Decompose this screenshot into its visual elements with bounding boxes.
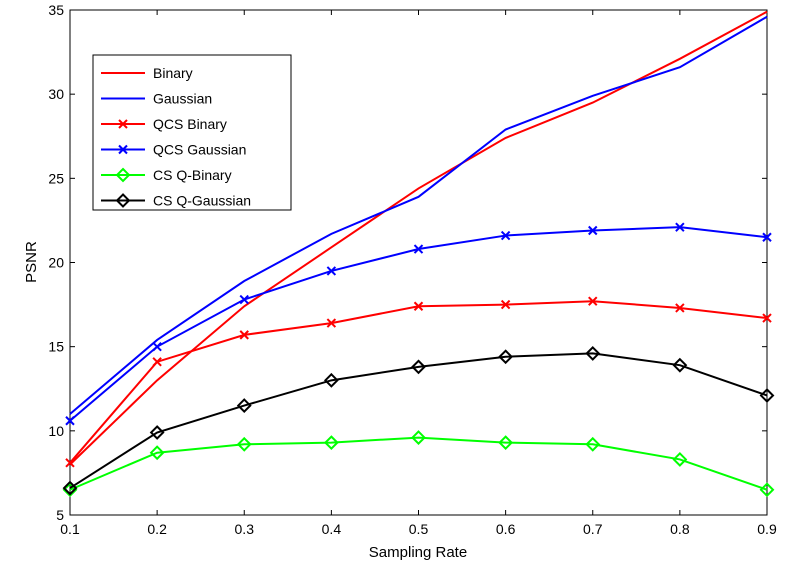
data-point-diamond-marker [672, 357, 688, 373]
x-tick-label: 0.5 [409, 521, 429, 537]
data-point-x-marker [413, 244, 424, 254]
legend-item: Binary [101, 65, 193, 81]
data-point-x-marker [500, 230, 511, 241]
data-point-diamond-marker [759, 388, 775, 403]
data-point-x-marker [239, 330, 249, 340]
y-tick-label: 25 [48, 170, 64, 186]
data-point-x-marker [65, 458, 75, 468]
data-point-diamond-marker [585, 436, 601, 452]
legend-label: CS Q-Gaussian [153, 193, 251, 209]
data-point-diamond-marker [149, 425, 165, 440]
data-point-x-marker [326, 318, 337, 328]
x-tick-label: 0.7 [583, 521, 603, 537]
y-tick-label: 5 [56, 507, 64, 523]
legend-item: CS Q-Gaussian [101, 193, 251, 209]
x-tick-label: 0.9 [757, 521, 777, 537]
data-point-diamond-marker [323, 372, 339, 388]
data-point-diamond-marker [62, 480, 78, 496]
data-point-diamond-marker [672, 452, 688, 467]
x-tick-label: 0.6 [496, 521, 516, 537]
data-point-diamond-marker [236, 436, 252, 452]
data-point-diamond-marker [115, 193, 131, 208]
legend-label: CS Q-Binary [153, 167, 232, 183]
series-binary [69, 10, 768, 466]
data-point-diamond-marker [62, 482, 78, 498]
legend-box [92, 54, 292, 211]
series-gaussian [69, 15, 768, 415]
legend-item: QCS Gaussian [101, 142, 246, 158]
data-point-diamond-marker [236, 398, 252, 413]
data-point-x-marker [152, 341, 162, 352]
data-point-diamond-marker [411, 359, 426, 375]
data-point-diamond-marker [498, 435, 514, 451]
legend-label: Gaussian [153, 91, 212, 107]
series-qcs-binary [65, 296, 772, 468]
data-point-x-marker [413, 301, 424, 311]
legend-item: Gaussian [101, 91, 212, 107]
data-point-diamond-marker [411, 430, 426, 445]
series-cs-q-binary [62, 430, 775, 498]
x-tick-label: 0.4 [322, 521, 342, 537]
data-point-diamond-marker [149, 445, 165, 461]
data-point-x-marker [326, 266, 337, 276]
series-cs-q-gaussian [62, 345, 775, 496]
data-point-x-marker [500, 299, 511, 310]
y-axis-label: PSNR [23, 241, 40, 283]
data-point-x-marker [65, 416, 75, 426]
series-line [69, 352, 768, 489]
legend-label: QCS Binary [153, 116, 227, 132]
y-tick-label: 10 [48, 423, 64, 439]
data-point-diamond-marker [759, 482, 775, 498]
data-point-x-marker [152, 357, 162, 367]
y-tick-label: 35 [48, 2, 64, 18]
legend-item: CS Q-Binary [101, 167, 232, 183]
data-point-x-marker [239, 294, 249, 305]
y-tick-label: 20 [48, 255, 64, 271]
data-point-x-marker [588, 296, 598, 306]
legend-label: Binary [153, 65, 193, 81]
series-line [69, 436, 768, 491]
data-point-diamond-marker [498, 349, 514, 365]
data-point-x-marker [588, 225, 598, 236]
legend-label: QCS Gaussian [153, 142, 246, 158]
legend: Binary Gaussian QCS Binary QCS Gaussian CS Q… [92, 54, 292, 211]
data-point-x-marker [762, 313, 772, 323]
series-line [69, 15, 768, 415]
data-point-diamond-marker [323, 435, 339, 451]
y-tick-label: 15 [48, 339, 64, 355]
data-point-x-marker [118, 119, 128, 129]
data-point-x-marker [675, 222, 685, 232]
y-tick-label: 30 [48, 86, 64, 102]
x-tick-label: 0.2 [147, 521, 167, 537]
data-point-x-marker [675, 303, 685, 313]
data-point-diamond-marker [115, 167, 131, 183]
legend-item: QCS Binary [101, 116, 227, 132]
series-line [69, 10, 768, 466]
data-point-x-marker [762, 232, 772, 242]
x-axis-label: Sampling Rate [369, 544, 467, 561]
x-tick-label: 0.3 [235, 521, 255, 537]
series-qcs-gaussian [65, 222, 772, 426]
data-point-x-marker [118, 144, 128, 155]
data-point-diamond-marker [585, 345, 601, 361]
x-tick-label: 0.8 [670, 521, 690, 537]
x-tick-label: 0.1 [60, 521, 80, 537]
